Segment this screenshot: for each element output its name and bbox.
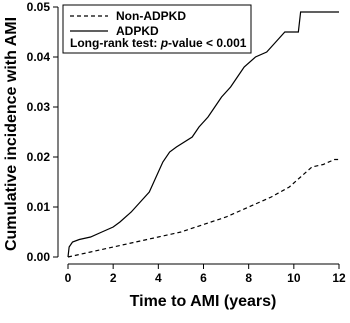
series-line	[67, 158, 339, 258]
series-line	[67, 11, 339, 258]
y-tick-label: 0.02	[27, 150, 51, 164]
y-tick-label: 0.00	[27, 250, 51, 264]
x-tick-label: 2	[110, 271, 117, 285]
x-tick-label: 10	[287, 271, 301, 285]
x-tick-label: 12	[332, 271, 346, 285]
legend-box	[62, 4, 252, 54]
x-tick-label: 0	[65, 271, 72, 285]
x-axis-title: Time to AMI (years)	[130, 293, 277, 310]
legend-label: ADPKD	[116, 24, 159, 38]
x-tick-label: 8	[245, 271, 252, 285]
x-tick-label: 4	[155, 271, 162, 285]
annotation: Long-rank test: p-value < 0.001	[70, 36, 247, 50]
y-tick-label: 0.05	[27, 0, 51, 14]
y-tick-label: 0.01	[27, 200, 51, 214]
legend-label: Non-ADPKD	[116, 9, 186, 23]
y-tick-label: 0.04	[27, 50, 51, 64]
y-tick-label: 0.03	[27, 100, 51, 114]
y-axis-title: Cumulative incidence with AMI	[3, 17, 20, 251]
x-tick-label: 6	[200, 271, 207, 285]
